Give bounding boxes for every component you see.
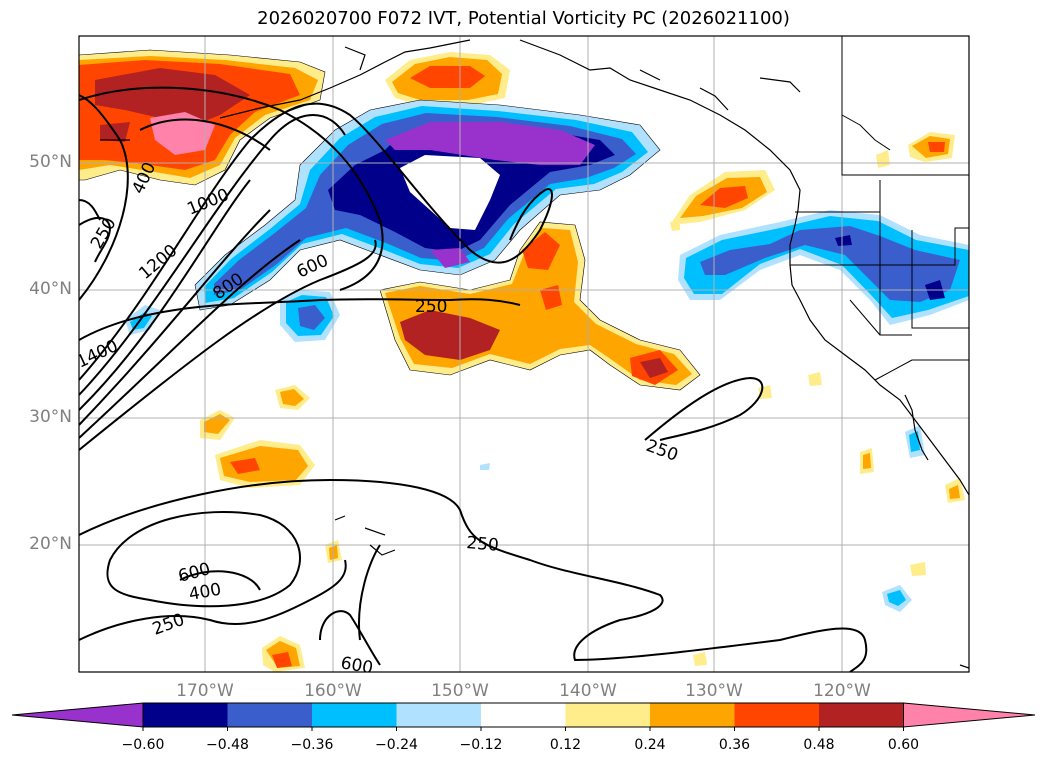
colorbar-tick-label: 0.12: [549, 737, 582, 753]
colorbar: [11, 702, 1036, 731]
coastlines: [100, 39, 969, 669]
colorbar-tick-label: −0.60: [121, 737, 165, 753]
lon-label-160w: 160°W: [304, 681, 362, 701]
map-plot-area: 250 400 1000 1200 800 600 250 1400 250 2…: [79, 36, 969, 678]
map-frame: [78, 35, 970, 673]
colorbar-segment: [396, 703, 482, 727]
lon-label-130w: 130°W: [685, 681, 743, 701]
pv-positive-northeast: [670, 132, 955, 225]
contour-label: 250: [466, 533, 500, 556]
colorbar-segment: [312, 703, 397, 727]
colorbar-extend-max: [903, 702, 1036, 728]
pv-negative-central: [194, 99, 661, 311]
colorbar-segment: [819, 703, 904, 727]
colorbar-tick-label: −0.12: [459, 737, 503, 753]
colorbar-tick-label: 0.48: [803, 737, 835, 753]
contour-label: 250: [415, 297, 447, 317]
pv-positive-northwest: [79, 49, 326, 186]
map-title: 2026020700 F072 IVT, Potential Vorticity…: [257, 8, 790, 29]
colorbar-tick-label: 0.36: [718, 737, 751, 753]
political-borders: [790, 36, 969, 381]
colorbar-tick-label: −0.36: [290, 737, 334, 753]
colorbar-tick-label: −0.24: [375, 737, 418, 753]
lon-label-150w: 150°W: [431, 681, 489, 701]
pv-negative-small: [125, 290, 340, 342]
colorbar-tick-label: 0.60: [887, 737, 920, 753]
colorbar-tick-label: −0.48: [206, 737, 249, 753]
lat-label-50n: 50°N: [29, 152, 72, 172]
lat-label-20n: 20°N: [29, 534, 72, 554]
pv-positive-alaska: [385, 52, 510, 105]
pv-small-patches: [200, 150, 965, 672]
lat-label-30n: 30°N: [29, 407, 72, 427]
lon-label-170w: 170°W: [176, 681, 234, 701]
map-gridlines: [79, 36, 969, 672]
colorbar-segment: [565, 703, 651, 727]
colorbar-outline: [142, 702, 904, 728]
colorbar-tick-label: 0.24: [634, 737, 666, 753]
colorbar-segment: [734, 703, 820, 727]
colorbar-segment: [650, 703, 735, 727]
colorbar-segment: [227, 703, 313, 727]
colorbar-segment: [481, 703, 566, 727]
pv-negative-eastern: [678, 210, 969, 325]
lon-label-140w: 140°W: [559, 681, 617, 701]
ivt-contours: [79, 86, 868, 672]
colorbar-extend-min: [11, 702, 144, 728]
lon-label-120w: 120°W: [813, 681, 871, 701]
colorbar-segment: [143, 703, 228, 727]
lat-label-40n: 40°N: [29, 279, 72, 299]
contour-label: 600: [339, 653, 374, 678]
